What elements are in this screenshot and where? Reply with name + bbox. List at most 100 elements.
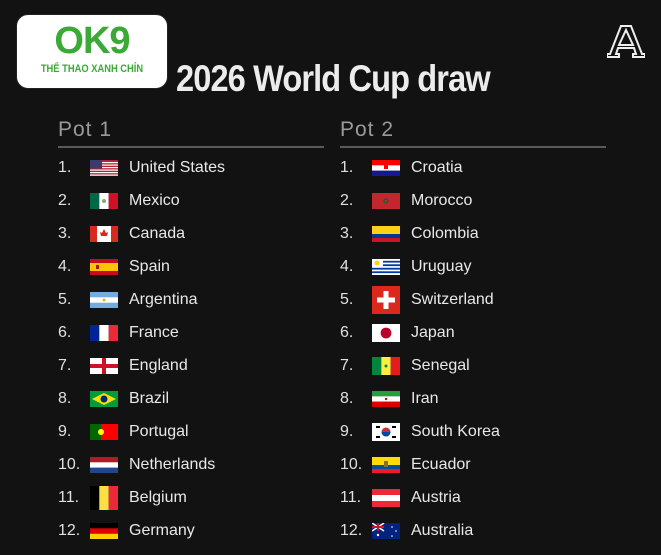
team-name: Portugal xyxy=(129,423,189,440)
team-name: France xyxy=(129,324,179,341)
usa-flag-icon xyxy=(90,160,118,176)
team-row: 12. Australia xyxy=(340,521,473,541)
team-row: 10. Ecuador xyxy=(340,455,471,475)
ger-flag-icon xyxy=(90,523,118,539)
irn-flag-icon xyxy=(372,391,400,407)
pot-1-heading: Pot 1 xyxy=(58,118,324,148)
watermark-logo: OK9 THỂ THAO XANH CHÍN xyxy=(16,14,168,89)
team-rank: 7. xyxy=(340,357,354,374)
team-row: 11. Belgium xyxy=(58,486,187,510)
team-rank: 12. xyxy=(340,522,363,539)
team-rank: 9. xyxy=(58,423,72,440)
team-rank: 3. xyxy=(58,225,72,242)
bel-flag-icon xyxy=(90,486,118,510)
athletic-logo-icon xyxy=(607,25,645,58)
pot-1: Pot 1 xyxy=(58,118,324,148)
ecu-flag-icon xyxy=(372,457,400,473)
team-row: 11. Austria xyxy=(340,488,461,508)
team-name: Belgium xyxy=(129,489,187,506)
team-row: 2. Morocco xyxy=(340,191,472,211)
team-rank: 9. xyxy=(340,423,354,440)
sen-flag-icon xyxy=(372,357,400,375)
team-name: Argentina xyxy=(129,291,198,308)
team-name: Switzerland xyxy=(411,291,494,308)
mex-flag-icon xyxy=(90,193,118,209)
pot-2-heading: Pot 2 xyxy=(340,118,606,148)
team-row: 2. Mexico xyxy=(58,191,180,211)
team-rank: 12. xyxy=(58,522,81,539)
team-rank: 7. xyxy=(58,357,72,374)
team-row: 6. Japan xyxy=(340,323,455,343)
team-row: 4. Uruguay xyxy=(340,257,471,277)
team-row: 1. United States xyxy=(58,158,225,178)
team-row: 6. France xyxy=(58,323,179,343)
team-row: 9. Portugal xyxy=(58,422,189,442)
team-name: Colombia xyxy=(411,225,479,242)
team-name: Croatia xyxy=(411,159,463,176)
team-rank: 4. xyxy=(58,258,72,275)
ned-flag-icon xyxy=(90,457,118,473)
bra-flag-icon xyxy=(90,391,118,407)
kor-flag-icon xyxy=(372,423,400,441)
team-row: 4. Spain xyxy=(58,257,170,277)
team-rank: 3. xyxy=(340,225,354,242)
team-row: 12. Germany xyxy=(58,521,195,541)
watermark-brand: OK9 xyxy=(54,20,130,62)
team-row: 9. South Korea xyxy=(340,422,500,442)
esp-flag-icon xyxy=(90,259,118,275)
team-rank: 10. xyxy=(340,456,363,473)
team-name: Brazil xyxy=(129,390,170,407)
team-row: 8. Brazil xyxy=(58,389,169,409)
mar-flag-icon xyxy=(372,193,400,209)
aut-flag-icon xyxy=(372,489,400,507)
team-row: 3. Colombia xyxy=(340,224,479,244)
team-row: 10. Netherlands xyxy=(58,455,215,475)
team-rank: 4. xyxy=(340,258,354,275)
team-name: Ecuador xyxy=(411,456,471,473)
arg-flag-icon xyxy=(90,292,118,308)
eng-flag-icon xyxy=(90,358,118,374)
can-flag-icon xyxy=(90,226,118,242)
team-rank: 1. xyxy=(58,159,72,176)
page-title: 2026 World Cup draw xyxy=(176,58,491,99)
por-flag-icon xyxy=(90,424,118,440)
fra-flag-icon xyxy=(90,325,118,341)
team-row: 5. Argentina xyxy=(58,290,198,310)
team-name: Morocco xyxy=(411,192,473,209)
team-name: England xyxy=(129,357,188,374)
col-flag-icon xyxy=(372,226,400,242)
team-name: Austria xyxy=(411,489,461,506)
cro-flag-icon xyxy=(372,160,400,176)
team-rank: 2. xyxy=(58,192,72,209)
team-name: Iran xyxy=(411,390,439,407)
team-name: Japan xyxy=(411,324,455,341)
team-name: South Korea xyxy=(411,423,500,440)
team-name: Australia xyxy=(411,522,474,539)
team-rank: 8. xyxy=(58,390,72,407)
team-row: 1. Croatia xyxy=(340,158,463,178)
team-rank: 6. xyxy=(340,324,354,341)
uru-flag-icon xyxy=(372,259,400,275)
team-rank: 5. xyxy=(340,291,354,308)
sui-flag-icon xyxy=(372,286,400,314)
team-row: 5. Switzerland xyxy=(340,286,494,314)
team-name: Canada xyxy=(129,225,186,242)
team-row: 3. Canada xyxy=(58,224,185,244)
team-name: Germany xyxy=(129,522,195,539)
team-name: Senegal xyxy=(411,357,470,374)
team-rank: 11. xyxy=(340,489,362,506)
pot-2: Pot 2 xyxy=(340,118,606,148)
watermark-tagline: THỂ THAO XANH CHÍN xyxy=(40,63,144,75)
team-rank: 2. xyxy=(340,192,354,209)
team-name: Mexico xyxy=(129,192,180,209)
team-rank: 5. xyxy=(58,291,72,308)
team-row: 7. Senegal xyxy=(340,356,470,376)
team-row: 7. England xyxy=(58,356,188,376)
team-name: Netherlands xyxy=(129,456,216,473)
team-name: United States xyxy=(129,159,226,176)
team-name: Uruguay xyxy=(411,258,472,275)
team-rank: 10. xyxy=(58,456,81,473)
team-rank: 11. xyxy=(58,489,80,506)
aus-flag-icon xyxy=(372,523,400,539)
team-name: Spain xyxy=(129,258,170,275)
